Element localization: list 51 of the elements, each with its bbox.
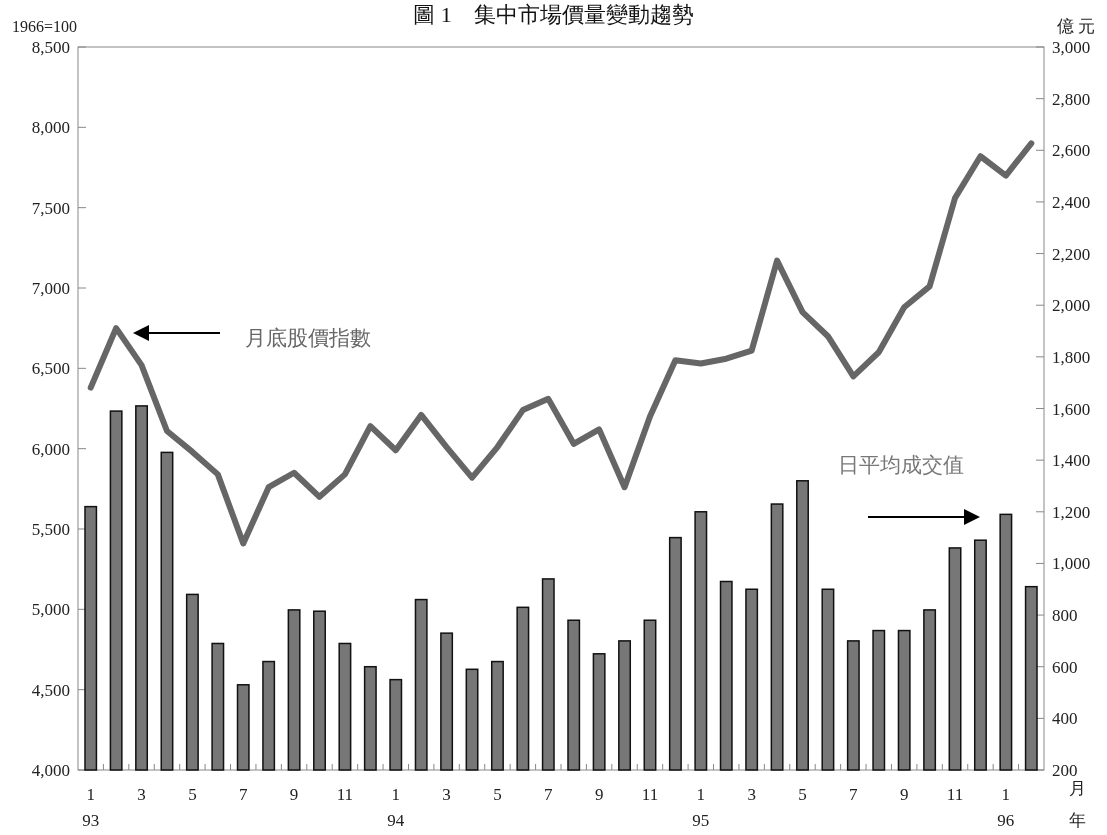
x-tick-label: 11 xyxy=(336,785,354,804)
y2-tick-label: 800 xyxy=(1052,606,1078,626)
y2-tick-label: 2,800 xyxy=(1052,89,1091,109)
y2-tick-label: 2,400 xyxy=(1052,192,1091,212)
y-tick-label: 4,000 xyxy=(31,761,70,780)
x-tick-label: 5 xyxy=(493,785,502,804)
y2-tick-label: 600 xyxy=(1052,657,1078,677)
x-tick-label: 3 xyxy=(747,785,756,804)
chart-title: 圖 1 集中市場價量變動趨勢 xyxy=(413,2,694,27)
x-tick-label: 9 xyxy=(899,785,909,804)
y2-tick-label: 1,600 xyxy=(1052,399,1091,419)
y2-tick-label: 1,000 xyxy=(1052,554,1091,574)
x-tick-label: 7 xyxy=(544,785,554,804)
x-tick-label: 9 xyxy=(289,785,299,804)
x-tick-label: 1 95 xyxy=(692,785,710,830)
x-tick-label: 1 93 xyxy=(82,785,100,830)
y2-tick-label: 1,400 xyxy=(1052,451,1091,471)
y-axis-title: 1966=100 xyxy=(12,18,78,35)
x-tick-label: 11 xyxy=(946,785,964,804)
x-tick-label: 7 xyxy=(238,785,248,804)
text: 月底股價指數 xyxy=(245,326,371,350)
series-label: 日平均成交值 xyxy=(838,453,964,477)
y2-tick-label: 2,600 xyxy=(1052,141,1091,161)
x-axis-title: 月 xyxy=(1068,779,1086,798)
y2-tick-label: 3,000 xyxy=(1052,38,1091,57)
y2-tick-label: 1,800 xyxy=(1052,347,1091,367)
y2-axis-title: 億 元 xyxy=(1056,17,1095,36)
x-tick-label: 9 xyxy=(594,785,604,804)
y-tick-label: 6,500 xyxy=(31,359,70,379)
y-tick-label: 7,500 xyxy=(31,198,70,218)
y2-tick-label: 2,000 xyxy=(1052,296,1091,316)
y-tick-label: 5,000 xyxy=(31,600,70,620)
y-tick-label: 6,000 xyxy=(31,439,70,459)
x-tick-label: 11 xyxy=(641,785,659,804)
x-tick-label: 1 96 xyxy=(997,785,1015,830)
y2-tick-label: 400 xyxy=(1052,709,1078,729)
x-tick-label: 7 xyxy=(849,785,859,804)
y-tick-label: 8,500 xyxy=(31,38,70,57)
y-tick-label: 8,000 xyxy=(31,118,70,138)
x-tick-label: 3 xyxy=(137,785,146,804)
x-tick-label: 1 94 xyxy=(387,785,405,830)
text: 年 xyxy=(1068,811,1086,830)
y2-tick-label: 1,200 xyxy=(1052,502,1091,522)
x-tick-label: 5 xyxy=(798,785,807,804)
y2-tick-label: 2,200 xyxy=(1052,244,1091,264)
y2-tick-label: 200 xyxy=(1052,761,1078,780)
y-tick-label: 7,000 xyxy=(31,279,70,298)
y-tick-label: 5,500 xyxy=(31,520,70,539)
y-tick-label: 4,500 xyxy=(31,680,70,700)
x-tick-label: 5 xyxy=(188,785,197,804)
x-tick-label: 3 xyxy=(442,785,451,804)
